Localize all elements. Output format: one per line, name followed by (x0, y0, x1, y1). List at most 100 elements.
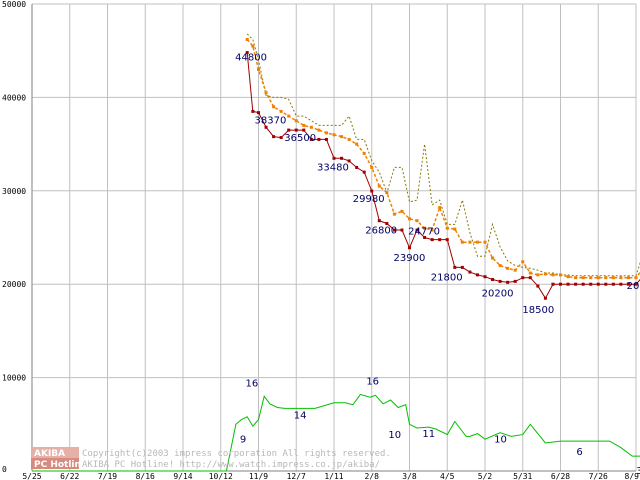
x-tick-label: 4/5 (440, 472, 455, 480)
min-value-label: 20680 (627, 281, 640, 292)
series-avg-point (536, 273, 540, 277)
series-min-point (543, 296, 547, 300)
series-min-point (400, 228, 404, 232)
series-min-point (611, 282, 615, 286)
series-min-point (521, 276, 525, 280)
watermark: AKIBA PC Hotline! Copyright(c)2003 impre… (31, 447, 391, 470)
series-avg-point (415, 219, 419, 223)
x-tick-label: 6/28 (551, 472, 570, 480)
min-value-label: 20200 (482, 288, 514, 299)
series-avg-point (257, 67, 260, 71)
series-avg-point (279, 109, 283, 113)
series-min-point (362, 170, 366, 174)
x-tick-label: 8/9 (625, 472, 640, 480)
series-avg-point (475, 240, 479, 244)
series-avg-point (430, 228, 434, 232)
series-min-point (626, 282, 630, 286)
series-min-point (251, 109, 255, 113)
x-tick-label: 5/2 (478, 472, 493, 480)
series-avg-point (355, 142, 359, 146)
x-tick-label: 9/14 (173, 472, 192, 480)
logo-box-bottom (31, 458, 79, 469)
series-min-point (604, 282, 608, 286)
y-tick-label: 50000 (2, 0, 26, 9)
series-avg-point (513, 268, 517, 272)
series-avg-point (543, 272, 547, 276)
series-avg-point (340, 135, 344, 139)
count-value-label: 9 (240, 434, 246, 445)
y-tick-label: 30000 (2, 187, 26, 196)
series-min-point (272, 135, 276, 139)
series-min-point (453, 265, 457, 269)
series-min-point (430, 238, 434, 242)
series-avg-point (309, 125, 313, 129)
series-min-point (385, 221, 389, 225)
series-avg-point (245, 37, 249, 41)
x-tick-label: 5/25 (22, 472, 41, 480)
series-avg-point (551, 273, 555, 277)
series-avg-point (566, 275, 570, 279)
series-min-point (347, 159, 351, 163)
series-min-point (506, 280, 510, 284)
count-value-label: 14 (294, 410, 307, 421)
x-tick-labels: 5/25 6/22 7/19 8/16 9/14 10/12 11/9 12/7 1/11 2/8… (22, 472, 639, 480)
min-value-label: 23900 (394, 253, 426, 264)
series-min-point (415, 228, 419, 232)
series-avg-point (294, 119, 298, 123)
series-avg-point (506, 266, 510, 270)
data-labels: 44800 38370 36500 33480 29980 26800 23900 24770… (235, 53, 640, 477)
series-avg-point (521, 260, 525, 264)
series-min-point (528, 276, 532, 280)
series-min-point (574, 282, 578, 286)
min-value-label: 18500 (522, 305, 554, 316)
series-avg-point (611, 276, 615, 280)
series-avg-point (272, 105, 276, 109)
min-value-label: 26800 (365, 226, 397, 237)
series-avg-point (634, 276, 638, 280)
logo-box-top (31, 447, 79, 458)
series-avg-point (347, 137, 351, 141)
series-min-point (245, 51, 249, 55)
logo-bottom-text: PC Hotline! (34, 460, 91, 470)
series-min-point (483, 275, 487, 279)
x-tick-label: 2/8 (365, 472, 380, 480)
series-avg-point (438, 206, 442, 210)
min-value-label: 44800 (235, 53, 267, 64)
series-group (32, 33, 640, 472)
min-value-label: 33480 (317, 162, 349, 173)
count-value-label: 16 (366, 376, 379, 387)
series-avg-point (589, 276, 593, 280)
x-tick-label: 1/11 (324, 472, 343, 480)
series-avg-point (619, 276, 623, 280)
count-value-label: 16 (246, 378, 259, 389)
series-min-point (566, 282, 570, 286)
count-value-label: 3 (636, 466, 640, 477)
series-min-point (257, 111, 260, 115)
series-min-point (324, 137, 328, 141)
min-value-label: 38370 (255, 116, 287, 127)
series-min-point (408, 246, 411, 250)
series-avg-point (604, 276, 608, 280)
copyright-line: Copyright(c)2003 impress corporation All… (82, 449, 391, 459)
series-avg-point (423, 226, 427, 230)
series-avg-point (445, 226, 449, 230)
series-min-point (468, 270, 472, 274)
min-value-label: 36500 (284, 133, 316, 144)
series-min-point (309, 137, 313, 141)
series-avg-point (332, 133, 336, 137)
series-min-point (491, 278, 495, 282)
series-avg-point (574, 276, 578, 280)
site-line: AKIBA PC Hotline! http://www.watch.impre… (82, 460, 380, 470)
series-avg-point (491, 256, 495, 260)
series-min-point (340, 156, 344, 160)
series-avg-point (287, 114, 291, 118)
x-tick-label: 12/7 (287, 472, 306, 480)
series-min-point (370, 189, 374, 193)
x-tick-label: 8/16 (136, 472, 155, 480)
series-avg-point (251, 44, 255, 48)
series-min-point (392, 228, 396, 232)
series-avg-point (302, 123, 306, 127)
x-tick-label: 5/31 (513, 472, 532, 480)
count-value-label: 6 (576, 447, 582, 458)
